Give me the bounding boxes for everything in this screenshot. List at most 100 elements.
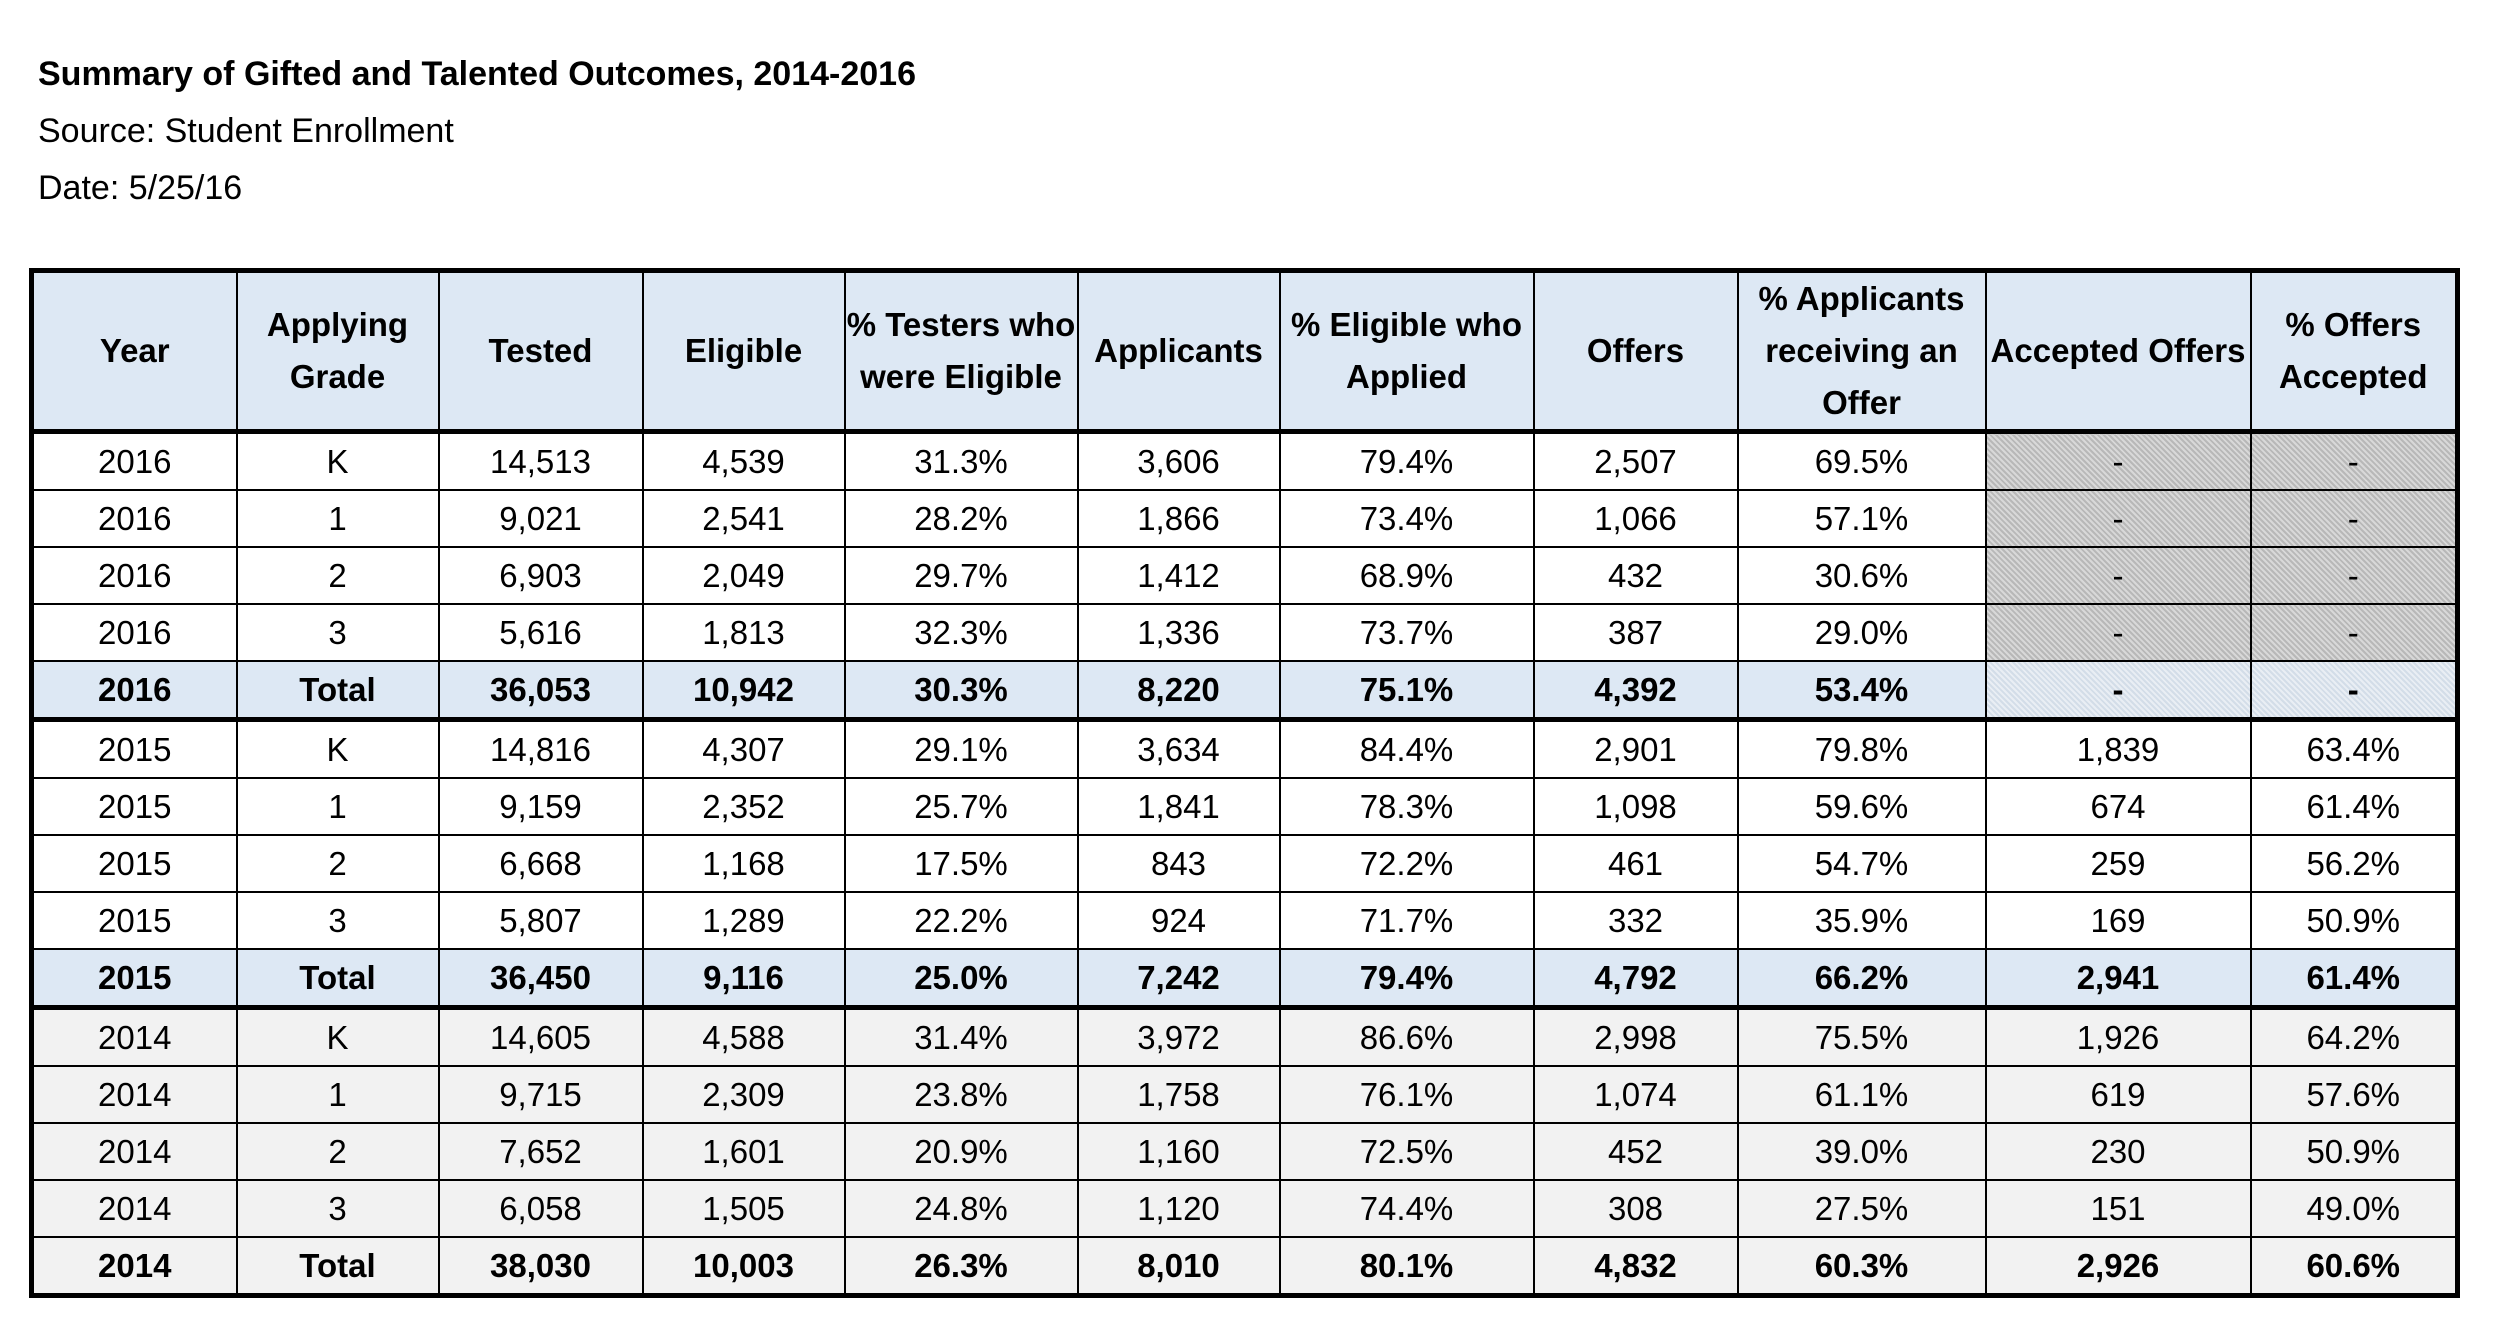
data-row: 2016 3 5,616 1,813 32.3% 1,336 73.7% 387 29.0% - - [30,603,2459,662]
cell: 17.5% [843,834,1079,893]
cell: 22.2% [843,891,1079,950]
data-row: 2015 K 14,816 4,307 29.1% 3,634 84.4% 2,901 79.8… [30,718,2459,779]
cell: 14,816 [437,718,644,779]
cell: 308 [1532,1179,1739,1238]
total-row: 2014 Total 38,030 10,003 26.3% 8,010 80.1% 4,83… [30,1236,2459,1298]
cell: - [2249,660,2459,722]
cell: 5,616 [437,603,644,662]
cell: 1,839 [1984,718,2252,779]
cell: 72.2% [1278,834,1535,893]
cell: 29.1% [843,718,1079,779]
cell: 9,159 [437,777,644,836]
column-header: Offers [1532,269,1739,434]
cell: 924 [1076,891,1281,950]
cell: 36,053 [437,660,644,722]
cell: 79.8% [1736,718,1987,779]
cell: 2,926 [1984,1236,2252,1298]
cell: 6,903 [437,546,644,605]
cell: 61.4% [2249,777,2459,836]
cell: 9,116 [641,948,846,1010]
data-row: 2016 K 14,513 4,539 31.3% 3,606 79.4% 2,507 69.5… [30,430,2459,491]
cell: 24.8% [843,1179,1079,1238]
cell: 60.3% [1736,1236,1987,1298]
cell: 2014 [30,1065,238,1124]
cell: 59.6% [1736,777,1987,836]
cell: 230 [1984,1122,2252,1181]
cell: 3 [235,891,440,950]
cell: - [1984,489,2252,548]
cell: Total [235,948,440,1010]
cell: 10,003 [641,1236,846,1298]
cell: 2015 [30,718,238,779]
cell: 2015 [30,777,238,836]
cell: 8,010 [1076,1236,1281,1298]
data-row: 2015 1 9,159 2,352 25.7% 1,841 78.3% 1,098 59.6%… [30,777,2459,836]
cell: 259 [1984,834,2252,893]
column-header: Accepted Offers [1984,269,2252,434]
cell: 54.7% [1736,834,1987,893]
cell: 1 [235,489,440,548]
cell: 73.4% [1278,489,1535,548]
cell: 1,098 [1532,777,1739,836]
cell: 2016 [30,430,238,491]
cell: 2016 [30,660,238,722]
cell: 71.7% [1278,891,1535,950]
cell: 27.5% [1736,1179,1987,1238]
cell: 2,507 [1532,430,1739,491]
cell: 50.9% [2249,1122,2459,1181]
cell: K [235,718,440,779]
cell: 14,513 [437,430,644,491]
cell: 25.7% [843,777,1079,836]
table-body: 2016 K 14,513 4,539 31.3% 3,606 79.4% 2,507 69.5… [30,430,2459,1298]
column-header: % Eligible who Applied [1278,269,1535,434]
cell: 1,336 [1076,603,1281,662]
cell: 2,998 [1532,1006,1739,1067]
cell: 7,242 [1076,948,1281,1010]
cell: 4,392 [1532,660,1739,722]
cell: 39.0% [1736,1122,1987,1181]
cell: 3,972 [1076,1006,1281,1067]
cell: - [2249,546,2459,605]
cell: 25.0% [843,948,1079,1010]
source: Source: Student Enrollment [38,112,454,150]
data-row: 2014 3 6,058 1,505 24.8% 1,120 74.4% 308 27.5% 15… [30,1179,2459,1238]
cell: 64.2% [2249,1006,2459,1067]
cell: 461 [1532,834,1739,893]
cell: 35.9% [1736,891,1987,950]
data-row: 2014 2 7,652 1,601 20.9% 1,160 72.5% 452 39.0% 23… [30,1122,2459,1181]
cell: 432 [1532,546,1739,605]
cell: 2,941 [1984,948,2252,1010]
cell: 1 [235,777,440,836]
total-row: 2016 Total 36,053 10,942 30.3% 8,220 75.1% 4,39… [30,660,2459,722]
column-header: % Offers Accepted [2249,269,2459,434]
cell: 2016 [30,489,238,548]
cell: 29.7% [843,546,1079,605]
cell: 843 [1076,834,1281,893]
cell: - [2249,603,2459,662]
cell: 387 [1532,603,1739,662]
cell: 28.2% [843,489,1079,548]
cell: 1,160 [1076,1122,1281,1181]
cell: - [1984,660,2252,722]
cell: 57.6% [2249,1065,2459,1124]
cell: 2016 [30,546,238,605]
cell: 1,066 [1532,489,1739,548]
cell: 68.9% [1278,546,1535,605]
cell: 4,307 [641,718,846,779]
cell: 2014 [30,1122,238,1181]
cell: 57.1% [1736,489,1987,548]
cell: 9,021 [437,489,644,548]
cell: 36,450 [437,948,644,1010]
cell: 20.9% [843,1122,1079,1181]
cell: 3 [235,603,440,662]
header-row: Year Applying Grade Tested Eligible% Tester… [30,269,2459,434]
cell: 2014 [30,1236,238,1298]
cell: 1,412 [1076,546,1281,605]
cell: 75.5% [1736,1006,1987,1067]
data-row: 2015 3 5,807 1,289 22.2% 924 71.7% 332 35.9% 169 5… [30,891,2459,950]
cell: 332 [1532,891,1739,950]
cell: 30.6% [1736,546,1987,605]
cell: - [1984,430,2252,491]
cell: 49.0% [2249,1179,2459,1238]
